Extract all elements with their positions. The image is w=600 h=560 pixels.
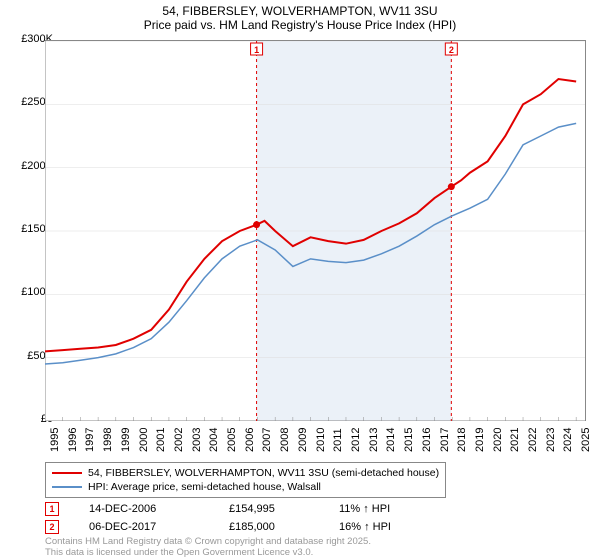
legend-item: 54, FIBBERSLEY, WOLVERHAMPTON, WV11 3SU … — [52, 466, 439, 480]
legend: 54, FIBBERSLEY, WOLVERHAMPTON, WV11 3SU … — [45, 462, 446, 498]
legend-label: HPI: Average price, semi-detached house,… — [88, 480, 321, 494]
transaction-delta: 11% ↑ HPI — [339, 503, 390, 515]
transaction-delta: 16% ↑ HPI — [339, 521, 391, 533]
title-line1: 54, FIBBERSLEY, WOLVERHAMPTON, WV11 3SU — [0, 4, 600, 18]
legend-swatch — [52, 486, 82, 488]
transaction-price: £185,000 — [229, 521, 309, 533]
transaction-row: 2 06-DEC-2017 £185,000 16% ↑ HPI — [45, 518, 391, 536]
transactions: 1 14-DEC-2006 £154,995 11% ↑ HPI 2 06-DE… — [45, 500, 391, 536]
transaction-row: 1 14-DEC-2006 £154,995 11% ↑ HPI — [45, 500, 391, 518]
marker-badge: 2 — [45, 520, 59, 534]
marker-badge: 1 — [45, 502, 59, 516]
transaction-date: 06-DEC-2017 — [89, 521, 199, 533]
svg-text:1: 1 — [254, 45, 259, 55]
chart-svg: 12 — [45, 41, 585, 421]
footer-line1: Contains HM Land Registry data © Crown c… — [45, 536, 371, 547]
chart-container: 54, FIBBERSLEY, WOLVERHAMPTON, WV11 3SU … — [0, 0, 600, 560]
title-line2: Price paid vs. HM Land Registry's House … — [0, 18, 600, 32]
legend-item: HPI: Average price, semi-detached house,… — [52, 480, 439, 494]
legend-label: 54, FIBBERSLEY, WOLVERHAMPTON, WV11 3SU … — [88, 466, 439, 480]
footer: Contains HM Land Registry data © Crown c… — [45, 536, 371, 558]
transaction-date: 14-DEC-2006 — [89, 503, 199, 515]
svg-text:2: 2 — [449, 45, 454, 55]
title-block: 54, FIBBERSLEY, WOLVERHAMPTON, WV11 3SU … — [0, 0, 600, 32]
legend-swatch — [52, 472, 82, 475]
transaction-price: £154,995 — [229, 503, 309, 515]
footer-line2: This data is licensed under the Open Gov… — [45, 547, 371, 558]
plot-area: 12 — [45, 40, 586, 421]
